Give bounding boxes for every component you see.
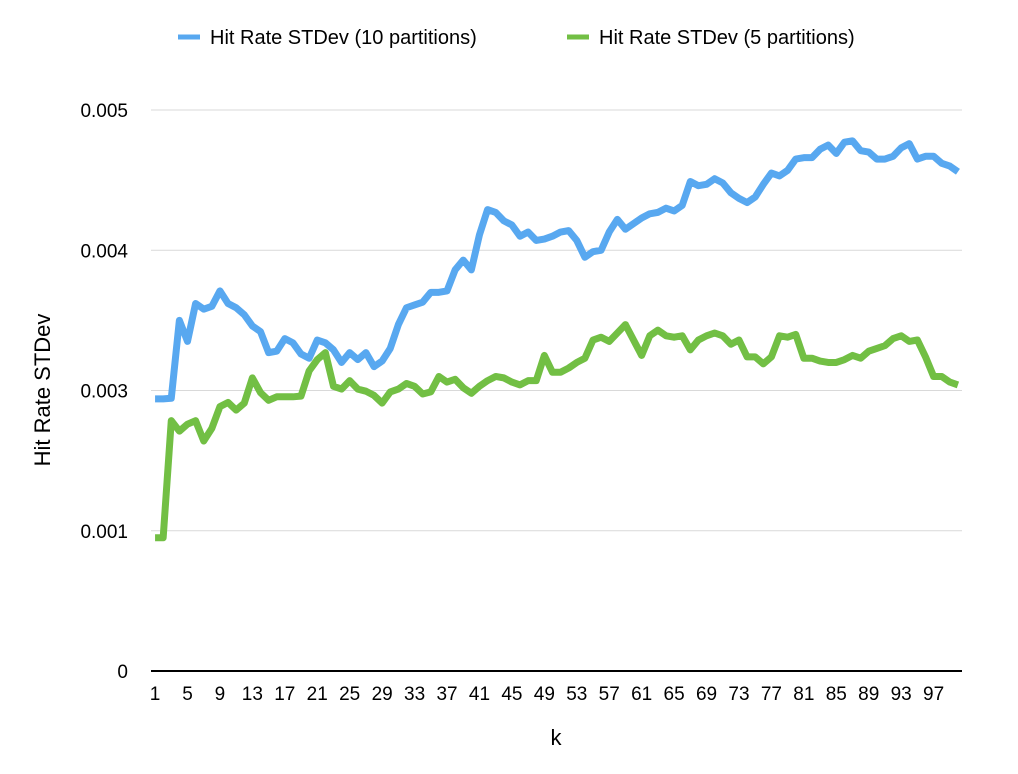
x-tick-label: 9	[215, 684, 226, 705]
x-tick-label: 89	[858, 684, 879, 705]
series-line-1	[155, 137, 960, 403]
x-tick-label: 21	[307, 684, 328, 705]
x-tick-label: 53	[566, 684, 587, 705]
x-tick-label: 81	[793, 684, 814, 705]
y-tick-label: 0.001	[80, 522, 128, 543]
x-tick-label: 61	[631, 684, 652, 705]
y-axis-ticks: 0 0.001 0.003 0.004 0.005	[80, 101, 128, 683]
x-tick-label: 33	[404, 684, 425, 705]
x-axis-title: k	[551, 725, 563, 750]
x-tick-label: 57	[599, 684, 620, 705]
series-lines	[155, 137, 960, 542]
x-tick-label: 5	[182, 684, 193, 705]
y-tick-label: 0.003	[80, 382, 128, 403]
y-tick-label: 0.004	[80, 241, 128, 262]
x-tick-label: 1	[150, 684, 161, 705]
y-tick-label: 0.005	[80, 101, 128, 122]
x-tick-label: 25	[339, 684, 360, 705]
x-tick-label: 37	[436, 684, 457, 705]
x-axis-ticks: 1 5 9 13 17 21 25 29 33 37 41 45 49 53 57 61 65 69 73 77 81 8…	[150, 684, 944, 705]
x-tick-label: 49	[534, 684, 555, 705]
x-tick-label: 17	[274, 684, 295, 705]
gridlines	[151, 109, 962, 532]
series-line-2	[155, 321, 960, 542]
x-tick-label: 77	[761, 684, 782, 705]
y-axis-title: Hit Rate STDev	[30, 314, 55, 467]
legend-label: Hit Rate STDev (5 partitions)	[599, 27, 855, 49]
x-tick-label: 85	[826, 684, 847, 705]
x-tick-label: 45	[501, 684, 522, 705]
x-tick-label: 41	[469, 684, 490, 705]
x-tick-label: 97	[923, 684, 944, 705]
x-tick-label: 69	[696, 684, 717, 705]
x-tick-label: 29	[372, 684, 393, 705]
x-tick-label: 93	[891, 684, 912, 705]
x-tick-label: 73	[728, 684, 749, 705]
x-tick-label: 65	[664, 684, 685, 705]
legend-label: Hit Rate STDev (10 partitions)	[210, 27, 477, 49]
legend: Hit Rate STDev (10 partitions) Hit Rate S…	[178, 27, 855, 49]
y-tick-label: 0	[117, 662, 128, 683]
x-tick-label: 13	[242, 684, 263, 705]
